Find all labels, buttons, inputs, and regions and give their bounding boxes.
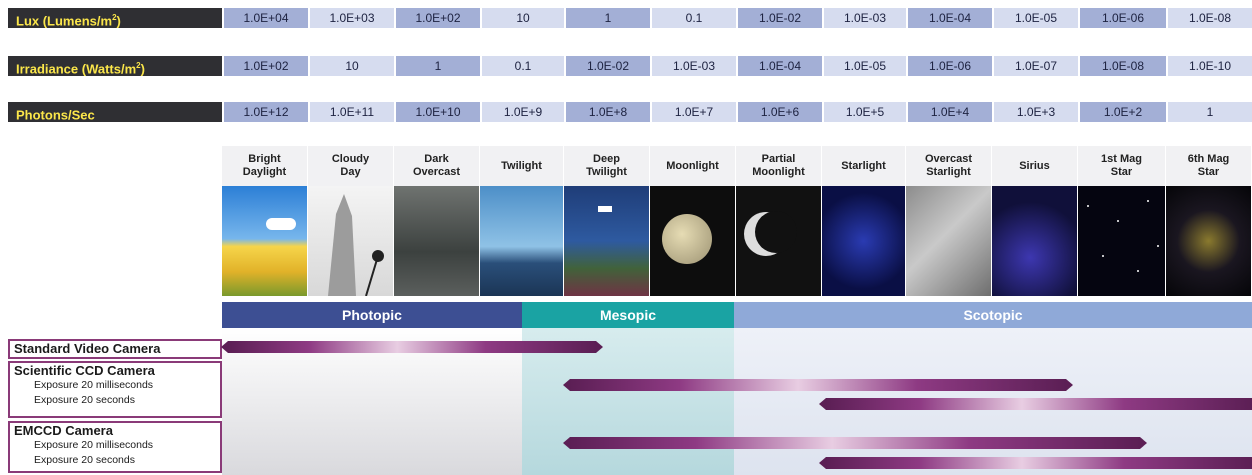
star-field-icon: [1087, 200, 1159, 272]
measure-value-cell: 1.0E-02: [738, 8, 822, 28]
building-icon: [328, 194, 384, 296]
measure-value-cell: 1.0E+10: [396, 102, 480, 122]
emccd-exposure-ms: Exposure 20 milliseconds: [34, 439, 154, 451]
measure-value-cell: 1.0E+6: [738, 102, 822, 122]
irradiance-label: Irradiance (Watts/m2): [8, 56, 222, 76]
measure-value-cell: 1.0E+4: [908, 102, 992, 122]
condition-header: Moonlight: [650, 146, 736, 186]
sirius-image: [992, 186, 1078, 296]
ccd-exposure-ms: Exposure 20 milliseconds: [34, 379, 154, 391]
scotopic-band: Scotopic: [734, 302, 1252, 328]
stadium-light-icon: [598, 206, 612, 212]
measure-value-cell: 10: [482, 8, 564, 28]
measure-value-cell: 1: [396, 56, 480, 76]
measure-value-cell: 1.0E+04: [224, 8, 308, 28]
emccd-exposure-s: Exposure 20 seconds: [34, 454, 135, 466]
measure-value-cell: 1.0E-05: [994, 8, 1078, 28]
measure-value-cell: 1.0E+9: [482, 102, 564, 122]
measure-value-cell: 1.0E+7: [652, 102, 736, 122]
sixth-mag-star-image: [1166, 186, 1252, 296]
condition-header: Dark Overcast: [394, 146, 480, 186]
emccd-camera-label: EMCCD Camera Exposure 20 milliseconds Ex…: [8, 421, 222, 473]
photons-label: Photons/Sec: [8, 102, 222, 122]
condition-header: 6th Mag Star: [1166, 146, 1252, 186]
condition-header: Partial Moonlight: [736, 146, 822, 186]
measure-value-cell: 1.0E-03: [652, 56, 736, 76]
ccd-20s-range-bar: [819, 398, 1252, 410]
emccd-camera-title: EMCCD Camera: [14, 423, 113, 438]
measure-value-cell: 1.0E-10: [1168, 56, 1252, 76]
deep-twilight-image: [564, 186, 650, 296]
condition-header: Deep Twilight: [564, 146, 650, 186]
twilight-image: [480, 186, 564, 296]
measure-value-cell: 1.0E-08: [1168, 8, 1252, 28]
dark-overcast-image: [394, 186, 480, 296]
measure-value-cell: 1.0E+12: [224, 102, 308, 122]
condition-header: Cloudy Day: [308, 146, 394, 186]
ccd-exposure-s: Exposure 20 seconds: [34, 394, 135, 406]
measure-value-cell: 1.0E-03: [824, 8, 906, 28]
measure-value-cell: 1.0E+3: [994, 102, 1078, 122]
measure-value-cell: 1.0E-06: [908, 56, 992, 76]
measure-value-cell: 1.0E+02: [396, 8, 480, 28]
emccd-20ms-range-bar: [563, 437, 1147, 449]
measure-value-cell: 1.0E+5: [824, 102, 906, 122]
measure-value-cell: 1.0E+11: [310, 102, 394, 122]
crescent-moon-icon: [744, 211, 797, 256]
measure-value-cell: 1: [566, 8, 650, 28]
cloud-icon: [266, 218, 296, 230]
measure-value-cell: 1.0E+03: [310, 8, 394, 28]
measure-value-cell: 1: [1168, 102, 1252, 122]
measure-value-cell: 1.0E-07: [994, 56, 1078, 76]
measure-value-cell: 1.0E-04: [738, 56, 822, 76]
cloudy-day-image: [308, 186, 394, 296]
measure-value-cell: 1.0E-05: [824, 56, 906, 76]
condition-header: Overcast Starlight: [906, 146, 992, 186]
condition-header: Starlight: [822, 146, 906, 186]
bright-daylight-image: [222, 186, 308, 296]
measure-value-cell: 0.1: [482, 56, 564, 76]
standard-camera-label: Standard Video Camera: [8, 339, 222, 359]
measure-value-cell: 1.0E+02: [224, 56, 308, 76]
emccd-20s-range-bar: [819, 457, 1252, 469]
condition-header: Sirius: [992, 146, 1078, 186]
measure-value-cell: 1.0E+2: [1080, 102, 1166, 122]
condition-header: Twilight: [480, 146, 564, 186]
standard-camera-title: Standard Video Camera: [14, 341, 161, 356]
measure-value-cell: 1.0E-02: [566, 56, 650, 76]
first-mag-star-image: [1078, 186, 1166, 296]
partial-moonlight-image: [736, 186, 822, 296]
measure-value-cell: 1.0E-06: [1080, 8, 1166, 28]
measure-value-cell: 1.0E-04: [908, 8, 992, 28]
measure-value-cell: 10: [310, 56, 394, 76]
photopic-band: Photopic: [222, 302, 522, 328]
measure-value-cell: 1.0E-08: [1080, 56, 1166, 76]
ccd-20ms-range-bar: [563, 379, 1073, 391]
ccd-camera-label: Scientific CCD Camera Exposure 20 millis…: [8, 361, 222, 418]
lux-label: Lux (Lumens/m2): [8, 8, 222, 28]
overcast-starlight-image: [906, 186, 992, 296]
standard-camera-range-bar: [221, 341, 603, 353]
ccd-camera-title: Scientific CCD Camera: [14, 363, 155, 378]
moonlight-image: [650, 186, 736, 296]
measure-value-cell: 0.1: [652, 8, 736, 28]
mesopic-band: Mesopic: [522, 302, 734, 328]
condition-header: Bright Daylight: [222, 146, 308, 186]
full-moon-icon: [662, 214, 712, 264]
measure-value-cell: 1.0E+8: [566, 102, 650, 122]
starlight-image: [822, 186, 906, 296]
condition-header: 1st Mag Star: [1078, 146, 1166, 186]
